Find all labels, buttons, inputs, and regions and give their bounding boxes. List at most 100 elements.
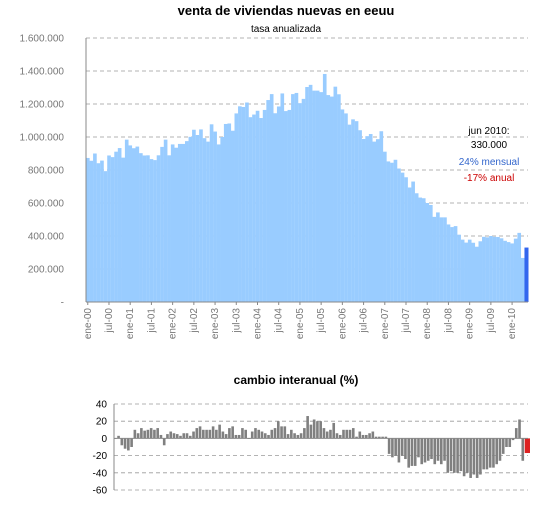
bar [479, 438, 482, 475]
bar [218, 424, 221, 439]
bar [270, 429, 274, 439]
bar [469, 438, 472, 478]
bar [471, 242, 476, 302]
bar [124, 139, 129, 302]
bar [340, 109, 345, 302]
bar [262, 109, 267, 302]
bar [348, 429, 352, 439]
bar [379, 131, 384, 302]
bar [478, 241, 483, 302]
bar [474, 246, 479, 302]
x-tick-label: jul-05 [316, 308, 327, 334]
bar [223, 123, 228, 302]
bar [450, 227, 454, 302]
bar [418, 197, 423, 302]
bar [228, 428, 231, 439]
bar [457, 234, 461, 302]
bar [257, 429, 261, 439]
bar [472, 438, 476, 475]
bar [439, 438, 443, 465]
bar [291, 94, 295, 302]
bar [358, 130, 362, 302]
bar [215, 429, 218, 439]
bar [123, 438, 127, 449]
bar [439, 217, 444, 302]
bar [267, 434, 270, 439]
bar [351, 428, 355, 439]
bar [436, 212, 440, 302]
x-tick-label: jul-06 [359, 308, 370, 334]
bar [499, 238, 504, 302]
bar [241, 106, 246, 302]
bar [149, 159, 154, 302]
bar [492, 236, 497, 302]
bar [296, 434, 300, 439]
x-tick-label: jul-00 [104, 308, 115, 334]
x-tick-label: ene-01 [125, 308, 136, 340]
bar [521, 438, 525, 461]
x-tick-label: ene-02 [168, 308, 179, 340]
bar [496, 236, 500, 302]
bar [372, 141, 377, 302]
bar [143, 430, 146, 439]
bar [273, 428, 277, 439]
bar [510, 243, 514, 302]
bar [131, 148, 136, 302]
bar [386, 161, 391, 302]
x-tick-label: ene-10 [507, 308, 518, 340]
bar [175, 434, 179, 439]
bar [361, 138, 366, 302]
bar [309, 424, 313, 439]
secondary-chart-axes [113, 404, 528, 490]
x-tick-label: ene-00 [83, 308, 94, 340]
bar [181, 143, 186, 302]
bar [195, 135, 200, 302]
bar [107, 155, 111, 302]
bar [524, 247, 529, 302]
bar [430, 438, 433, 460]
bar [407, 187, 412, 302]
bar [117, 148, 122, 302]
bar [273, 113, 278, 303]
bar [466, 438, 469, 473]
bar [221, 431, 225, 439]
bar [220, 137, 225, 302]
bar [505, 438, 508, 447]
bar [358, 431, 362, 439]
bar [120, 438, 124, 446]
bar [103, 171, 108, 302]
bar [361, 434, 365, 439]
annotation-value: 330.000 [471, 140, 508, 151]
bar [255, 110, 260, 303]
annotation-date: jun 2010: [467, 126, 509, 137]
bar [495, 438, 499, 465]
bar [245, 102, 249, 303]
bar [365, 136, 369, 302]
y-tick-label: - [61, 298, 64, 309]
bar [342, 429, 345, 439]
bar [354, 121, 359, 302]
bar [325, 431, 329, 439]
bar [400, 172, 405, 302]
main-chart-bars [86, 73, 529, 303]
bar [329, 96, 334, 302]
bar [269, 94, 274, 302]
bar [404, 177, 408, 302]
bar [231, 426, 234, 439]
bar [121, 157, 125, 303]
bar [338, 434, 342, 439]
bar [244, 429, 247, 439]
bar [319, 421, 322, 439]
bar [260, 431, 264, 439]
bar [322, 73, 327, 302]
y-tick-label: 1.000.000 [20, 133, 65, 144]
bar [159, 434, 163, 439]
bar [326, 95, 331, 302]
bar [520, 257, 525, 302]
y-tick-label: 20 [96, 417, 108, 428]
x-tick-label: jul-08 [443, 308, 454, 334]
bar [420, 438, 424, 465]
bar [393, 159, 398, 302]
bar [518, 419, 521, 439]
